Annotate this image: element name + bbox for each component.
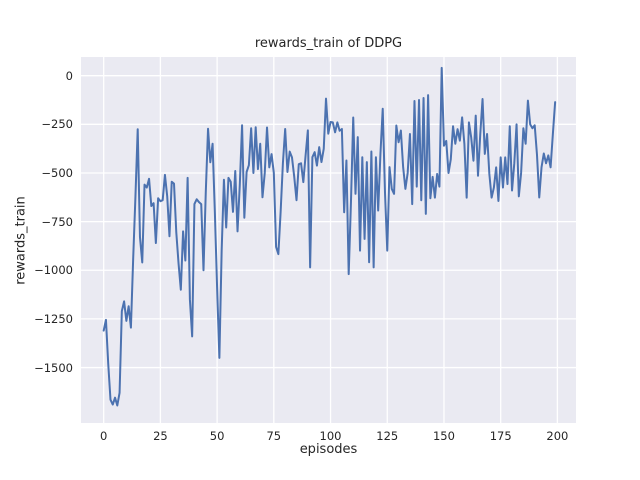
y-tick-label: −1500 [34, 360, 73, 375]
series-line [102, 66, 557, 407]
x-tick-label: 50 [209, 429, 225, 443]
y-tick-label: −750 [41, 214, 73, 229]
x-tick-label: 125 [376, 429, 399, 443]
y-tick-label: −250 [41, 117, 73, 132]
x-tick-label: 100 [319, 429, 342, 443]
x-tick-label: 75 [266, 429, 282, 443]
y-tick-label: −1250 [34, 311, 73, 326]
x-tick-label: 25 [153, 429, 168, 443]
x-tick-label: 150 [432, 429, 455, 443]
x-tick-label: 200 [546, 429, 569, 443]
x-tick-label: 175 [489, 429, 512, 443]
axes-background [81, 57, 576, 423]
x-axis-label: episodes [299, 442, 358, 457]
chart-title: rewards_train of DDPG [254, 36, 403, 51]
y-tick-label: −1000 [34, 263, 73, 278]
x-tick-label: 0 [100, 429, 108, 443]
y-tick-label: 0 [65, 68, 73, 83]
y-tick-label: −500 [41, 165, 73, 180]
